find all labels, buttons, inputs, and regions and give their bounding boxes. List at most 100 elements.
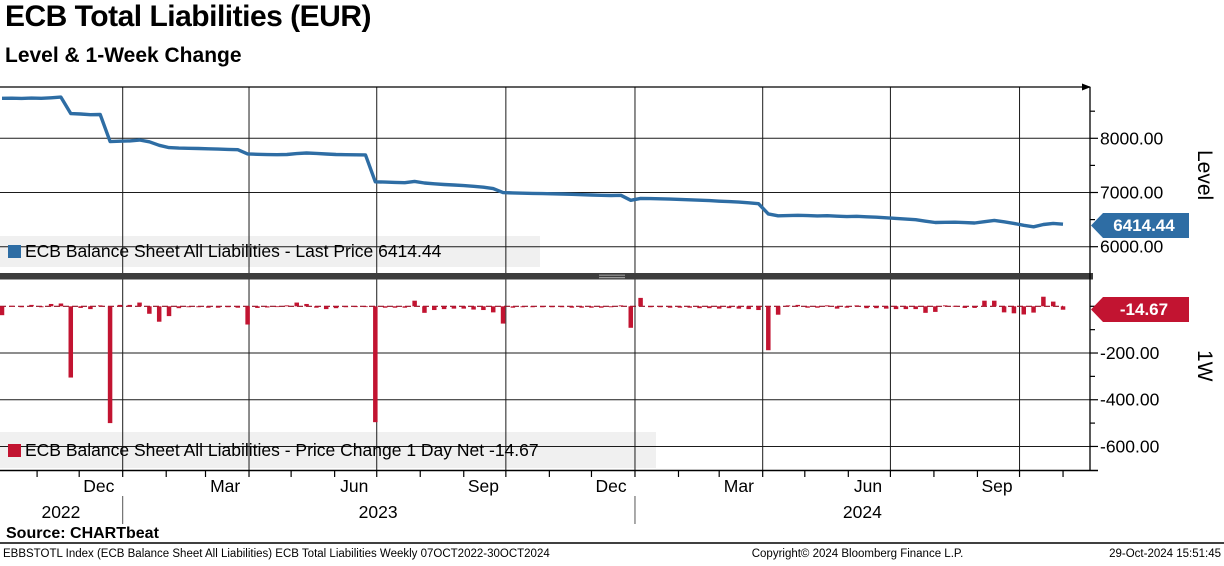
bar-1w-change [608, 306, 614, 308]
bar-1w-change [530, 306, 535, 308]
top-border-arrow-icon [1082, 83, 1091, 91]
legend-change-series[interactable]: ECB Balance Sheet All Liabilities - Pric… [8, 440, 539, 461]
bar-1w-change [29, 304, 34, 307]
bar-1w-change [127, 304, 132, 307]
bar-1w-change [48, 303, 54, 307]
bar-1w-change [314, 306, 319, 308]
bar-1w-change [618, 305, 624, 307]
bar-1w-change [186, 306, 191, 308]
bar-1w-change [883, 306, 889, 309]
bar-1w-change [422, 306, 427, 313]
x-month-label: Sep [468, 476, 499, 496]
bar-1w-change [176, 306, 182, 309]
x-month-label: Jun [340, 476, 368, 496]
source-line: Source: CHARTbeat [6, 525, 159, 542]
bar-1w-change [657, 306, 663, 308]
bar-1w-change [648, 306, 653, 308]
x-month-label: Mar [210, 476, 240, 496]
bar-1w-change [805, 306, 810, 308]
legend-level-band [0, 236, 540, 267]
bar-1w-change [156, 306, 162, 322]
bar-1w-change [707, 306, 712, 309]
bar-1w-change [255, 306, 260, 308]
bar-1w-change [569, 306, 575, 308]
x-year-label: 2024 [843, 502, 882, 522]
bar-1w-change [923, 306, 928, 313]
bar-1w-change [667, 306, 673, 308]
x-month-label: Dec [83, 476, 114, 496]
bar-1w-change [520, 306, 525, 308]
bar-1w-change [432, 306, 437, 311]
bar-1w-change [775, 306, 781, 315]
bar-1w-change [942, 305, 948, 307]
bar-1w-change [88, 306, 93, 310]
bar-1w-change [638, 297, 643, 307]
bar-1w-change [19, 306, 24, 308]
panel-divider [0, 273, 1093, 280]
bar-1w-change [363, 306, 368, 308]
bar-1w-change [265, 306, 270, 308]
bar-1w-change [825, 305, 830, 307]
bar-1w-change [1041, 296, 1046, 307]
legend-level-swatch-icon [8, 245, 21, 258]
bar-1w-change [274, 306, 280, 308]
bar-1w-change [1060, 306, 1066, 310]
bar-1w-change [834, 306, 840, 309]
y-axis-title-1w: 1W [1193, 350, 1216, 382]
bar-1w-change [392, 306, 398, 308]
bar-1w-change [284, 305, 290, 307]
y-tick-label: -600.00 [1100, 436, 1160, 456]
bar-1w-change [166, 306, 172, 317]
bar-1w-change [333, 306, 339, 309]
bar-1w-change [579, 306, 584, 308]
bar-1w-change [0, 306, 5, 316]
bar-1w-change [245, 306, 250, 325]
bar-1w-change [510, 306, 516, 308]
footer-copyright: Copyright© 2024 Bloomberg Finance L.P. [751, 548, 964, 560]
legend-change-band [0, 432, 656, 468]
bar-1w-change [1021, 306, 1026, 315]
bar-1w-change [481, 306, 486, 311]
footer-timestamp: 29-Oct-2024 15:51:45 [1109, 548, 1221, 560]
bar-1w-change [864, 306, 869, 309]
legend-change-label: ECB Balance Sheet All Liabilities - Pric… [25, 440, 539, 460]
bar-1w-change [78, 306, 83, 308]
bar-1w-change [766, 306, 771, 351]
bar-1w-change [451, 306, 457, 309]
bar-1w-change [235, 306, 241, 308]
bar-1w-change [1011, 306, 1017, 314]
page-title: ECB Total Liabilities (EUR) [5, 0, 371, 33]
y-tick-label: 7000.00 [1100, 183, 1164, 203]
bar-1w-change [137, 302, 142, 307]
bar-1w-change [58, 303, 64, 307]
bar-1w-change [196, 306, 201, 308]
bar-1w-change [992, 300, 997, 307]
footer-ticker-info: EBBSTOTL Index (ECB Balance Sheet All Li… [3, 548, 550, 560]
bar-1w-change [353, 306, 358, 308]
bar-1w-change [549, 306, 555, 308]
bar-1w-change [215, 306, 221, 308]
bar-1w-change [736, 306, 742, 309]
y-axis-title-level: Level [1193, 150, 1216, 201]
bar-1w-change [697, 306, 702, 309]
x-month-label: Sep [982, 476, 1013, 496]
bar-1w-change [490, 306, 496, 313]
bar-1w-change [107, 306, 113, 424]
bar-1w-change [854, 305, 859, 307]
bar-1w-change [147, 306, 152, 314]
bar-1w-change [756, 306, 761, 311]
legend-level-series[interactable]: ECB Balance Sheet All Liabilities - Last… [8, 241, 441, 262]
legend-change-swatch-icon [8, 444, 21, 457]
bar-1w-change [461, 306, 467, 309]
bar-1w-change [795, 304, 801, 307]
bar-1w-change [982, 300, 987, 307]
bar-1w-change [323, 306, 329, 310]
y-tick-label: 6000.00 [1100, 237, 1164, 257]
bar-1w-change [402, 306, 408, 308]
bar-1w-change [628, 306, 634, 328]
level-line [1, 95, 1064, 229]
bar-1w-change [785, 305, 791, 307]
bar-1w-change [382, 306, 388, 308]
